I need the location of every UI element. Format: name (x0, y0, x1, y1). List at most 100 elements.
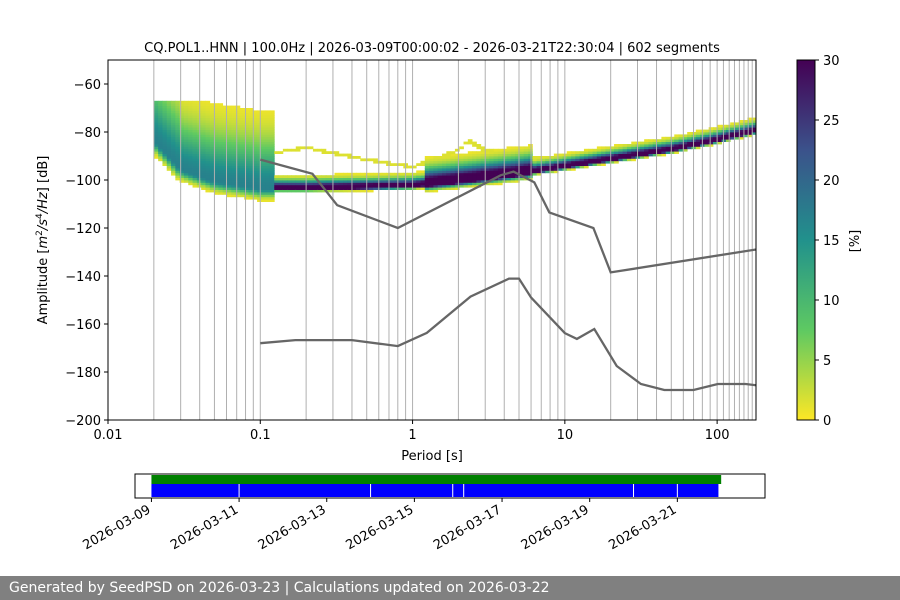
psd-cell (510, 146, 516, 150)
psd-cell (312, 184, 318, 188)
psd-cell (171, 170, 176, 174)
psd-cell (188, 108, 193, 111)
psd-cell (489, 168, 495, 171)
psd-cell (269, 192, 275, 195)
psd-cell (695, 141, 701, 145)
psd-cell (252, 163, 258, 166)
psd-cell (209, 110, 215, 114)
psd-cell (244, 132, 249, 135)
psd-cell (218, 153, 224, 157)
psd-cell (261, 136, 267, 140)
psd-cell (261, 139, 267, 142)
psd-cell (239, 110, 245, 114)
psd-cell (239, 165, 245, 169)
psd-cell (368, 158, 374, 162)
psd-cell (433, 172, 439, 176)
psd-cell (433, 156, 439, 159)
psd-cell (510, 160, 516, 164)
psd-cell (747, 129, 753, 133)
psd-cell (218, 120, 224, 123)
psd-cell (244, 158, 249, 162)
psd-cell (175, 134, 181, 138)
psd-cell (510, 158, 516, 162)
psd-cell (162, 158, 168, 162)
psd-cell (553, 158, 559, 162)
psd-cell (433, 175, 439, 178)
psd-cell (528, 158, 533, 162)
psd-cell (523, 148, 529, 152)
psd-cell (265, 134, 271, 138)
psd-cell (158, 146, 163, 150)
psd-cell (171, 151, 176, 154)
psd-cell (248, 172, 254, 176)
psd-cell (424, 165, 430, 169)
psd-cell (360, 158, 365, 162)
psd-cell (183, 153, 189, 157)
psd-cell (235, 187, 241, 190)
psd-cell (214, 122, 219, 126)
psd-cell (183, 177, 189, 181)
psd-cell (704, 139, 710, 142)
psd-cell (708, 129, 714, 133)
psd-cell (588, 153, 593, 157)
psd-cell (265, 196, 271, 200)
psd-cell (192, 180, 198, 183)
psd-cell (183, 156, 189, 159)
psd-cell (467, 177, 473, 181)
psd-cell (467, 151, 473, 154)
psd-cell (179, 132, 185, 135)
psd-cell (485, 153, 490, 157)
psd-cell (261, 170, 267, 174)
psd-cell (188, 151, 193, 154)
psd-cell (201, 108, 206, 111)
psd-cell (201, 117, 206, 121)
psd-cell (201, 187, 206, 190)
psd-cell (226, 172, 232, 176)
psd-cell (235, 168, 241, 171)
psd-cell (420, 163, 426, 166)
psd-cell (614, 160, 619, 164)
psd-cell (601, 160, 606, 164)
psd-cell (201, 129, 206, 133)
psd-cell (244, 196, 249, 200)
psd-cell (442, 153, 447, 157)
psd-cell (536, 163, 542, 166)
psd-cell (497, 153, 503, 157)
psd-cell (618, 148, 624, 152)
psd-cell (201, 110, 206, 114)
psd-cell (188, 153, 193, 157)
psd-cell (231, 112, 236, 116)
psd-cell (476, 146, 482, 150)
psd-cell (239, 168, 245, 171)
psd-cell (274, 180, 279, 183)
psd-cell (209, 175, 215, 178)
psd-cell (446, 172, 452, 176)
psd-cell (235, 124, 241, 128)
psd-cell (454, 160, 460, 164)
psd-cell (682, 139, 688, 142)
psd-cell (166, 124, 172, 128)
psd-cell (205, 146, 211, 150)
psd-cell (239, 129, 245, 133)
psd-cell (687, 144, 692, 147)
psd-cell (166, 144, 172, 147)
psd-cell (609, 153, 615, 157)
psd-cell (153, 100, 159, 104)
psd-cell (721, 127, 727, 130)
psd-cell (639, 151, 645, 154)
psd-cell (175, 153, 181, 157)
psd-cell (218, 127, 224, 130)
psd-cell (188, 175, 193, 178)
psd-cell (442, 187, 447, 190)
psd-cell (244, 117, 249, 121)
psd-cell (231, 158, 236, 162)
psd-cell (454, 175, 460, 178)
psd-cell (614, 158, 619, 162)
psd-cell (510, 148, 516, 152)
psd-cell (257, 177, 262, 181)
psd-cell (192, 100, 198, 104)
psd-cell (506, 146, 512, 150)
psd-cell (222, 141, 228, 145)
psd-cell (205, 148, 211, 152)
psd-cell (317, 189, 322, 193)
